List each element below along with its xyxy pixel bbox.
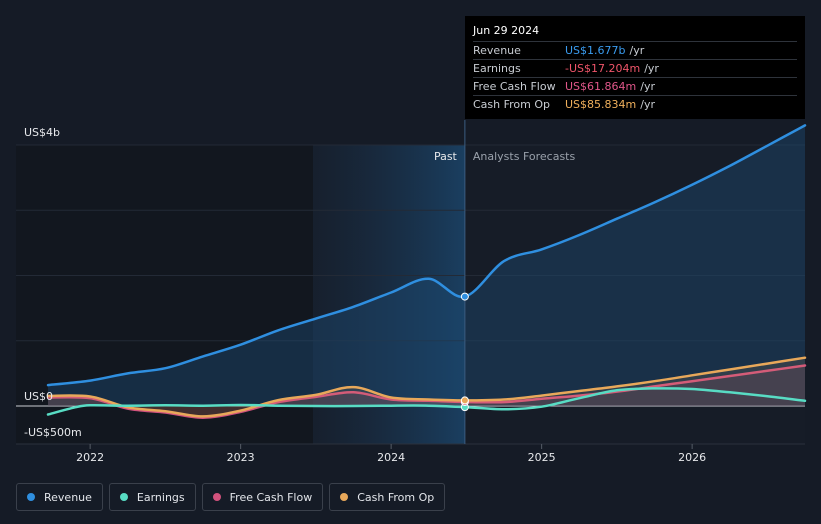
series-area-free-cash-flow — [48, 365, 805, 418]
tooltip-row-cash-from-op: Cash From Op US$85.834m /yr — [473, 95, 797, 113]
tooltip-label: Earnings — [473, 62, 521, 75]
legend-label: Free Cash Flow — [229, 490, 313, 504]
tooltip-row-revenue: Revenue US$1.677b /yr — [473, 41, 797, 59]
series-lines — [46, 124, 807, 419]
tooltip-label: Free Cash Flow — [473, 80, 556, 93]
tooltip-value: US$1.677b — [565, 44, 626, 57]
x-tick-label: 2026 — [678, 451, 706, 464]
legend-dot — [340, 493, 349, 501]
legend-item-free-cash-flow[interactable]: Free Cash Flow — [201, 483, 324, 511]
legend-label: Earnings — [136, 490, 185, 504]
legend-label: Cash From Op — [357, 490, 435, 504]
tooltip: Jun 29 2024 Revenue US$1.677b /yr Earnin… — [465, 16, 805, 119]
marker-cash-from-op — [460, 396, 469, 405]
tooltip-unit: /yr — [640, 80, 655, 93]
past-label: Past — [434, 150, 458, 163]
tooltip-unit: /yr — [644, 62, 659, 75]
tooltip-unit: /yr — [629, 44, 645, 57]
x-axis-ticks: 2022 2023 2024 2025 2026 — [76, 444, 706, 464]
y-axis-top-label: US$4b — [24, 126, 60, 139]
y-axis-zero-label: US$0 — [24, 390, 53, 403]
tooltip-unit: /yr — [640, 98, 655, 111]
legend: Revenue Earnings Free Cash Flow Cash Fro… — [16, 483, 451, 511]
tooltip-value: US$85.834m — [565, 98, 637, 111]
tooltip-label: Revenue — [473, 44, 521, 57]
x-tick-label: 2024 — [377, 451, 405, 464]
legend-label: Revenue — [44, 490, 92, 504]
forecast-label: Analysts Forecasts — [473, 150, 576, 163]
legend-item-cash-from-op[interactable]: Cash From Op — [329, 483, 446, 511]
legend-dot — [27, 493, 35, 501]
tooltip-value: -US$17.204m — [565, 62, 641, 75]
legend-item-earnings[interactable]: Earnings — [108, 483, 196, 511]
series-line-free-cash-flow — [46, 364, 807, 419]
marker-revenue — [460, 292, 469, 301]
x-tick-label: 2025 — [528, 451, 556, 464]
x-tick-label: 2022 — [76, 451, 104, 464]
series-area-cash-from-op — [48, 357, 805, 417]
legend-dot — [119, 493, 128, 501]
legend-item-revenue[interactable]: Revenue — [16, 483, 103, 511]
legend-dot — [212, 493, 221, 501]
past-region-dark — [16, 145, 313, 444]
revenue-area-fill — [48, 125, 805, 407]
tooltip-date: Jun 29 2024 — [473, 24, 540, 37]
series-line-revenue — [46, 124, 807, 387]
y-axis-bottom-label: -US$500m — [24, 426, 82, 439]
x-tick-label: 2023 — [227, 451, 255, 464]
chart: Past Analysts Forecasts US$4b US$0 -US$5… — [16, 120, 807, 464]
tooltip-row-earnings: Earnings -US$17.204m /yr — [473, 59, 797, 77]
series-line-cash-from-op — [46, 356, 807, 418]
tooltip-value: US$61.864m — [565, 80, 637, 93]
divider-markers — [460, 292, 469, 412]
revenue-area — [48, 125, 805, 407]
tooltip-label: Cash From Op — [473, 98, 551, 111]
series-line-earnings — [46, 387, 807, 416]
tooltip-row-free-cash-flow: Free Cash Flow US$61.864m /yr — [473, 77, 797, 95]
